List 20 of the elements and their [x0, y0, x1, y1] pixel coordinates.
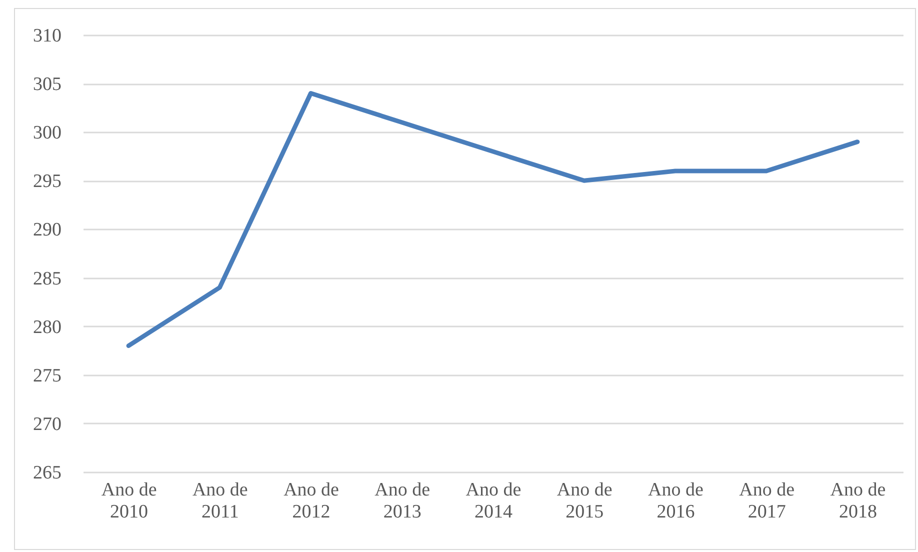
x-tick-label: Ano de 2013	[374, 480, 430, 522]
x-tick-label: Ano de 2011	[192, 480, 248, 522]
x-tick-label: Ano de 2014	[466, 480, 522, 522]
y-tick-label: 310	[33, 26, 62, 46]
line-series	[126, 91, 860, 348]
y-tick-label: 270	[33, 414, 62, 435]
y-tick-label: 300	[33, 122, 62, 144]
x-tick-label: Ano de 2018	[830, 480, 886, 522]
x-tick-label: Ano de 2012	[284, 480, 339, 522]
y-tick-label: 275	[33, 365, 62, 386]
x-tick-label: Ano de 2016	[648, 480, 704, 522]
y-tick-label: 305	[33, 74, 62, 96]
x-tick-label: Ano de 2010	[101, 480, 157, 522]
y-tick-label: 295	[33, 171, 62, 192]
y-tick-label: 280	[33, 316, 62, 338]
y-tick-label: 265	[33, 462, 62, 484]
y-tick-label: 290	[33, 220, 62, 241]
x-tick-label: Ano de 2015	[556, 480, 612, 522]
y-tick-label: 285	[33, 268, 62, 290]
x-tick-label: Ano de 2017	[739, 480, 795, 522]
